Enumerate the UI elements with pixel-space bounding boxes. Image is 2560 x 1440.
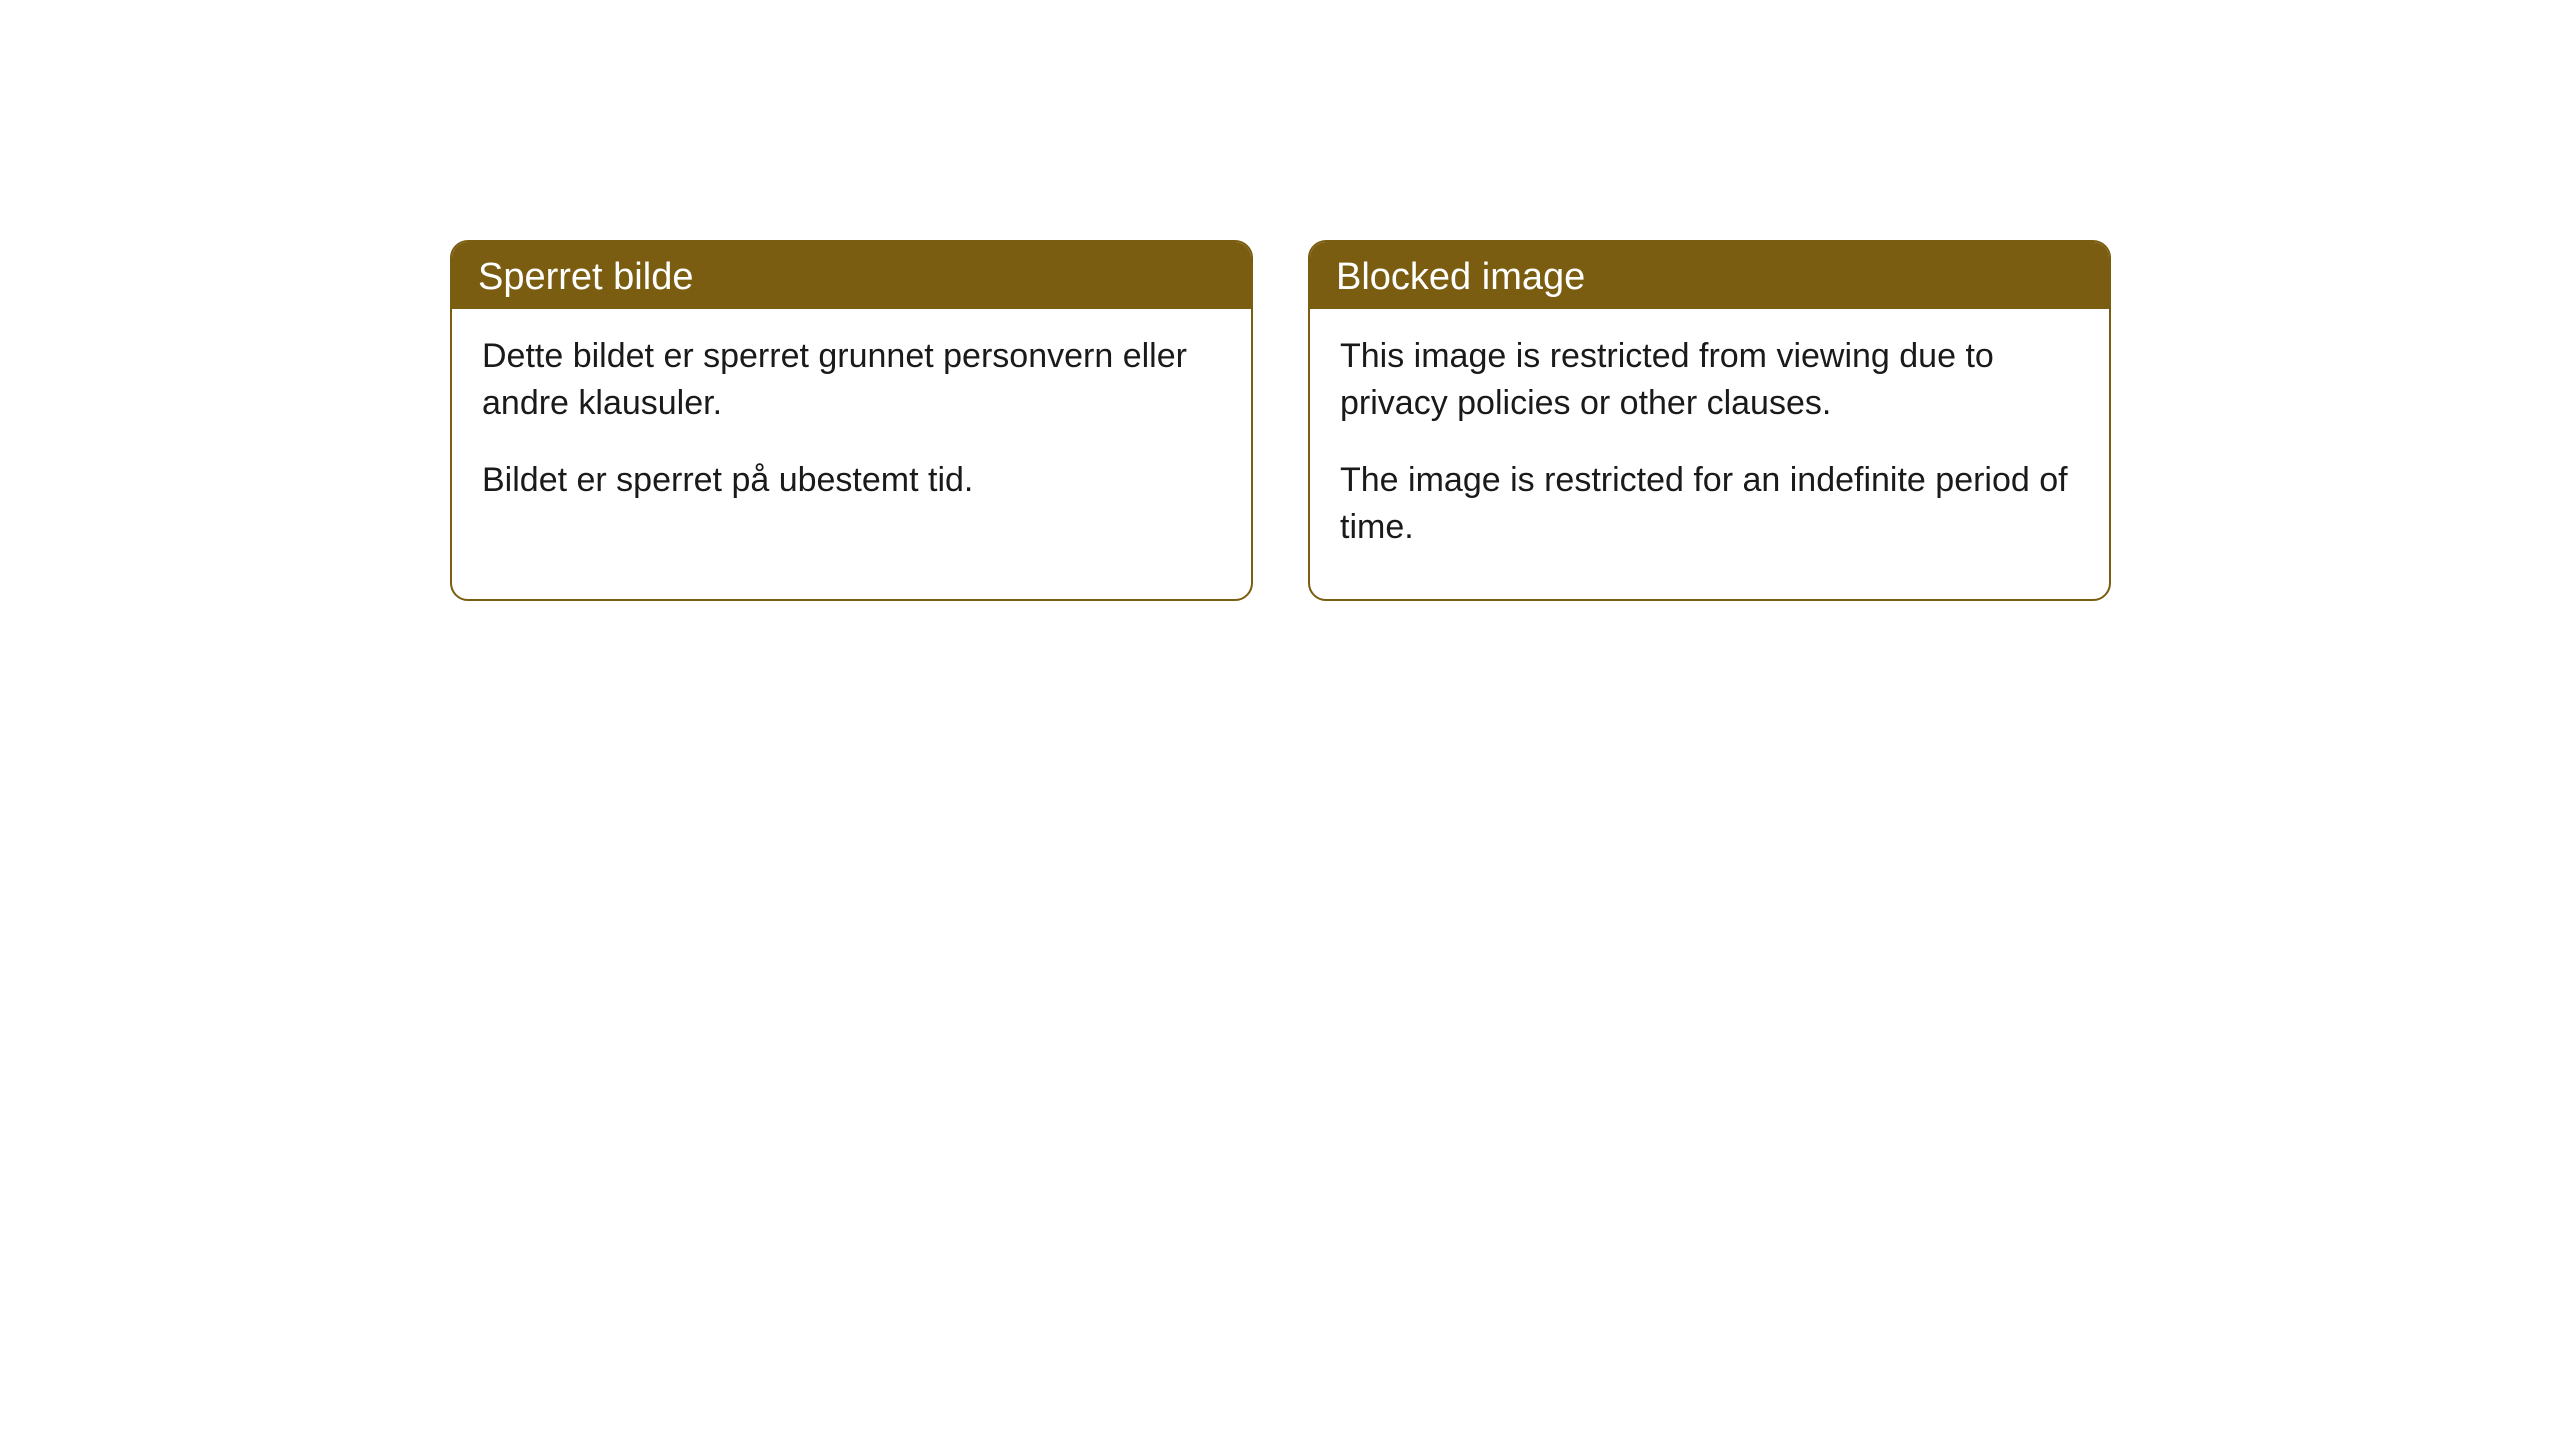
card-title: Sperret bilde: [478, 256, 693, 298]
card-paragraph-1: This image is restricted from viewing du…: [1340, 333, 2079, 427]
blocked-image-card-norwegian: Sperret bilde Dette bildet er sperret gr…: [450, 240, 1253, 601]
card-body: This image is restricted from viewing du…: [1310, 309, 2109, 599]
notice-card-container: Sperret bilde Dette bildet er sperret gr…: [450, 240, 2111, 601]
card-paragraph-2: Bildet er sperret på ubestemt tid.: [482, 457, 1221, 504]
card-header: Blocked image: [1310, 242, 2109, 309]
card-header: Sperret bilde: [452, 242, 1251, 309]
blocked-image-card-english: Blocked image This image is restricted f…: [1308, 240, 2111, 601]
card-title: Blocked image: [1336, 256, 1585, 298]
card-paragraph-1: Dette bildet er sperret grunnet personve…: [482, 333, 1221, 427]
card-paragraph-2: The image is restricted for an indefinit…: [1340, 457, 2079, 551]
card-body: Dette bildet er sperret grunnet personve…: [452, 309, 1251, 552]
